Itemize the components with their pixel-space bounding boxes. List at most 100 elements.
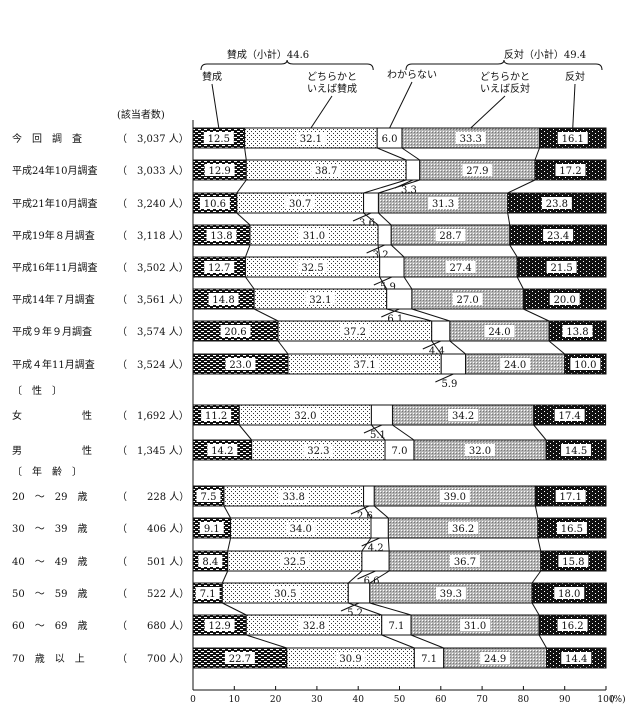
- group-heading-gender: 〔 性 〕: [12, 384, 62, 397]
- data-label-lean-approve: 34.0: [290, 524, 312, 535]
- connector-line: [381, 634, 415, 649]
- connector-line: [523, 308, 550, 322]
- data-label-box: [448, 409, 479, 421]
- connector-line: [509, 244, 518, 258]
- legend-oppose-label: 反対: [565, 70, 585, 83]
- row-label: 平成24年10月調査: [12, 164, 97, 177]
- subtotal-approve-brace: [200, 59, 374, 71]
- data-label-unsure: 6.1: [387, 314, 403, 325]
- data-label-box: [225, 358, 256, 370]
- data-label-lean-approve: 30.5: [274, 589, 296, 600]
- row-respondents: （ 228 人）: [117, 491, 189, 503]
- data-label-approve: 10.6: [204, 199, 226, 210]
- data-label-oppose: 23.8: [546, 199, 568, 210]
- data-label-box: [201, 409, 232, 421]
- connector-line: [390, 244, 405, 258]
- data-label-box: [196, 490, 221, 502]
- segment-unsure: [361, 550, 390, 572]
- connector-line: [236, 179, 247, 194]
- connector-line: [410, 634, 444, 649]
- data-label-box: [439, 490, 470, 502]
- data-label-box: [557, 132, 588, 144]
- data-label-oppose: 18.0: [558, 589, 580, 600]
- data-label-box: [452, 293, 483, 305]
- data-label-box: [270, 587, 301, 599]
- bar-row: 男 性 （ 1,345 人） 14.2 32.3 7.0 32.0 14.5: [12, 439, 607, 461]
- data-label-lean-approve: 30.9: [339, 654, 361, 665]
- data-label-approve: 7.5: [201, 492, 217, 503]
- data-label-box: [199, 197, 230, 209]
- data-label-lean-oppose: 27.0: [457, 295, 479, 306]
- connector-line: [348, 602, 382, 616]
- data-label-box: [554, 587, 585, 599]
- data-label-box: [555, 164, 586, 176]
- row-label: 20 ～ 29 歳: [12, 491, 87, 503]
- data-label-lean-oppose: 32.0: [469, 446, 491, 457]
- row-respondents: （ 3,118 人）: [117, 230, 189, 242]
- data-label-box: [206, 229, 237, 241]
- respondents-header: (該当者数): [117, 108, 165, 121]
- data-label-box: [204, 164, 235, 176]
- connector-line: [403, 276, 413, 290]
- legend-lean-approve-label: どちらかといえば賛成: [307, 71, 357, 95]
- data-label-lean-approve: 37.2: [344, 327, 366, 338]
- row-respondents: （ 501 人）: [117, 556, 189, 568]
- data-label-box: [278, 490, 309, 502]
- row-label: 平成16年11月調査: [12, 261, 97, 274]
- x-tick-label: 70: [476, 695, 488, 705]
- connector-line: [507, 179, 536, 194]
- data-label-lean-oppose: 28.7: [439, 231, 461, 242]
- unsure-callout-line: [361, 537, 380, 547]
- data-label-lean-oppose: 24.0: [488, 327, 510, 338]
- data-label-box: [561, 652, 592, 664]
- data-label-box: [303, 444, 334, 456]
- bar-row: 女 性 （ 1,692 人） 11.2 32.0 5.1 34.2 17.4: [12, 404, 607, 441]
- data-label-oppose: 14.4: [565, 654, 587, 665]
- row-label: 平成４年11月調査: [12, 358, 95, 371]
- data-label-lean-approve: 32.5: [284, 557, 306, 568]
- data-label-unsure: 2.6: [357, 511, 373, 522]
- data-label-approve: 14.2: [211, 446, 233, 457]
- data-label-box: [295, 132, 326, 144]
- data-label-box: [561, 444, 592, 456]
- legend-approve-label: 賛成: [202, 70, 222, 83]
- x-tick-label: 0: [190, 695, 196, 705]
- data-label-approve: 14.8: [212, 295, 234, 306]
- data-label-oppose: 21.5: [550, 263, 572, 274]
- data-label-box: [448, 522, 479, 534]
- connector-line: [531, 602, 540, 616]
- data-label-box: [557, 619, 588, 631]
- x-tick-label: 60: [435, 695, 447, 705]
- legend-lean-oppose-label: どちらかといえば反対: [480, 71, 530, 95]
- x-tick-label: 30: [311, 695, 323, 705]
- connector-line: [363, 212, 379, 226]
- connector-line: [222, 602, 247, 616]
- row-respondents: （ 3,037 人）: [117, 133, 189, 145]
- data-label-box: [549, 293, 580, 305]
- data-label-box: [541, 197, 572, 209]
- connector-line: [533, 424, 547, 441]
- connector-line: [277, 340, 289, 355]
- connector-line: [253, 308, 279, 322]
- bar-row: 今 回 調 査 （ 3,037 人） 12.5 32.1 6.0 33.3 16.1: [12, 127, 607, 161]
- connector-line: [236, 212, 251, 226]
- connector-line: [401, 147, 421, 161]
- bar-row: 60 ～ 69 歳 （ 680 人） 12.9 32.8 7.1 31.0 16.2: [12, 614, 607, 649]
- connector-line: [238, 424, 253, 441]
- data-label-lean-oppose: 33.3: [460, 134, 482, 145]
- legend-oppose-leader: [572, 83, 576, 129]
- segment-unsure: [347, 582, 371, 604]
- data-label-approve: 7.1: [200, 589, 216, 600]
- x-tick-label: 20: [270, 695, 282, 705]
- data-label-unsure: 7.1: [421, 654, 437, 665]
- row-label: 平成14年７月調査: [12, 293, 95, 306]
- connector-line: [369, 602, 412, 616]
- data-label-lean-oppose: 31.0: [464, 621, 486, 632]
- segment-unsure: [386, 288, 413, 310]
- connector-line: [347, 570, 363, 584]
- bar-row: 70 歳 以 上 （ 700 人） 22.7 30.9 7.1 24.9 14.4: [12, 647, 607, 669]
- data-label-lean-oppose: 27.4: [449, 263, 471, 274]
- unsure-callout-line: [366, 244, 385, 254]
- row-label: 平成19年８月調査: [12, 229, 95, 242]
- unsure-callout-line: [381, 308, 400, 318]
